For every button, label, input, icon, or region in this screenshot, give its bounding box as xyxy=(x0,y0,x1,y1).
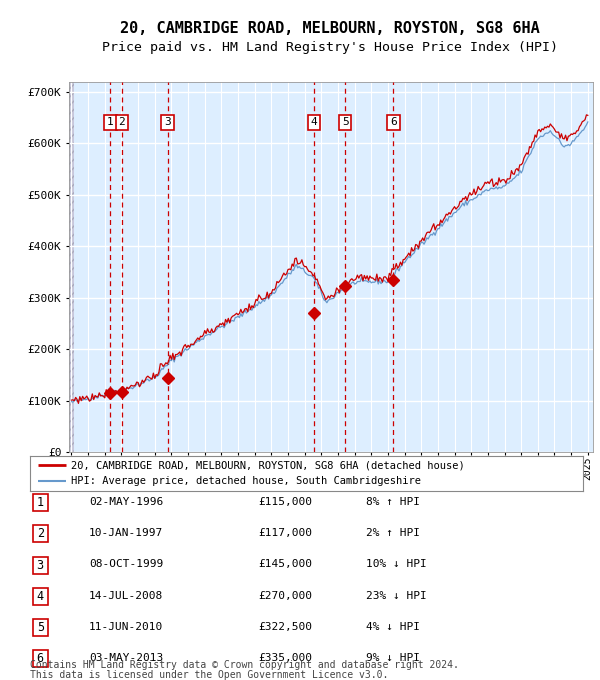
Text: 23% ↓ HPI: 23% ↓ HPI xyxy=(366,591,427,600)
Text: 10% ↓ HPI: 10% ↓ HPI xyxy=(366,560,427,569)
Text: 2: 2 xyxy=(37,527,44,541)
Text: 5: 5 xyxy=(37,621,44,634)
Text: 4: 4 xyxy=(310,118,317,127)
Text: 02-MAY-1996: 02-MAY-1996 xyxy=(89,497,163,507)
Text: £335,000: £335,000 xyxy=(258,653,312,663)
Text: 20, CAMBRIDGE ROAD, MELBOURN, ROYSTON, SG8 6HA: 20, CAMBRIDGE ROAD, MELBOURN, ROYSTON, S… xyxy=(120,21,540,36)
Text: 3: 3 xyxy=(164,118,171,127)
FancyBboxPatch shape xyxy=(32,619,48,636)
Text: 11-JUN-2010: 11-JUN-2010 xyxy=(89,622,163,632)
Text: Contains HM Land Registry data © Crown copyright and database right 2024.: Contains HM Land Registry data © Crown c… xyxy=(30,660,459,670)
Text: 03-MAY-2013: 03-MAY-2013 xyxy=(89,653,163,663)
Text: 20, CAMBRIDGE ROAD, MELBOURN, ROYSTON, SG8 6HA (detached house): 20, CAMBRIDGE ROAD, MELBOURN, ROYSTON, S… xyxy=(71,460,465,470)
Text: 3: 3 xyxy=(37,558,44,572)
Text: 5: 5 xyxy=(342,118,349,127)
Text: £117,000: £117,000 xyxy=(258,528,312,538)
Text: 6: 6 xyxy=(390,118,397,127)
Text: £270,000: £270,000 xyxy=(258,591,312,600)
FancyBboxPatch shape xyxy=(32,588,48,605)
FancyBboxPatch shape xyxy=(32,556,48,574)
Text: £322,500: £322,500 xyxy=(258,622,312,632)
Text: 9% ↓ HPI: 9% ↓ HPI xyxy=(366,653,420,663)
Text: 2: 2 xyxy=(119,118,125,127)
Text: This data is licensed under the Open Government Licence v3.0.: This data is licensed under the Open Gov… xyxy=(30,670,388,679)
Text: 2% ↑ HPI: 2% ↑ HPI xyxy=(366,528,420,538)
Text: 1: 1 xyxy=(107,118,114,127)
FancyBboxPatch shape xyxy=(32,650,48,668)
FancyBboxPatch shape xyxy=(32,494,48,511)
Text: 4% ↓ HPI: 4% ↓ HPI xyxy=(366,622,420,632)
FancyBboxPatch shape xyxy=(32,525,48,543)
Text: 4: 4 xyxy=(37,590,44,603)
Text: 6: 6 xyxy=(37,652,44,666)
Text: £115,000: £115,000 xyxy=(258,497,312,507)
Text: Price paid vs. HM Land Registry's House Price Index (HPI): Price paid vs. HM Land Registry's House … xyxy=(102,41,558,54)
Text: 10-JAN-1997: 10-JAN-1997 xyxy=(89,528,163,538)
Text: 08-OCT-1999: 08-OCT-1999 xyxy=(89,560,163,569)
Text: HPI: Average price, detached house, South Cambridgeshire: HPI: Average price, detached house, Sout… xyxy=(71,477,421,486)
Text: £145,000: £145,000 xyxy=(258,560,312,569)
Text: 1: 1 xyxy=(37,496,44,509)
Text: 14-JUL-2008: 14-JUL-2008 xyxy=(89,591,163,600)
Text: 8% ↑ HPI: 8% ↑ HPI xyxy=(366,497,420,507)
